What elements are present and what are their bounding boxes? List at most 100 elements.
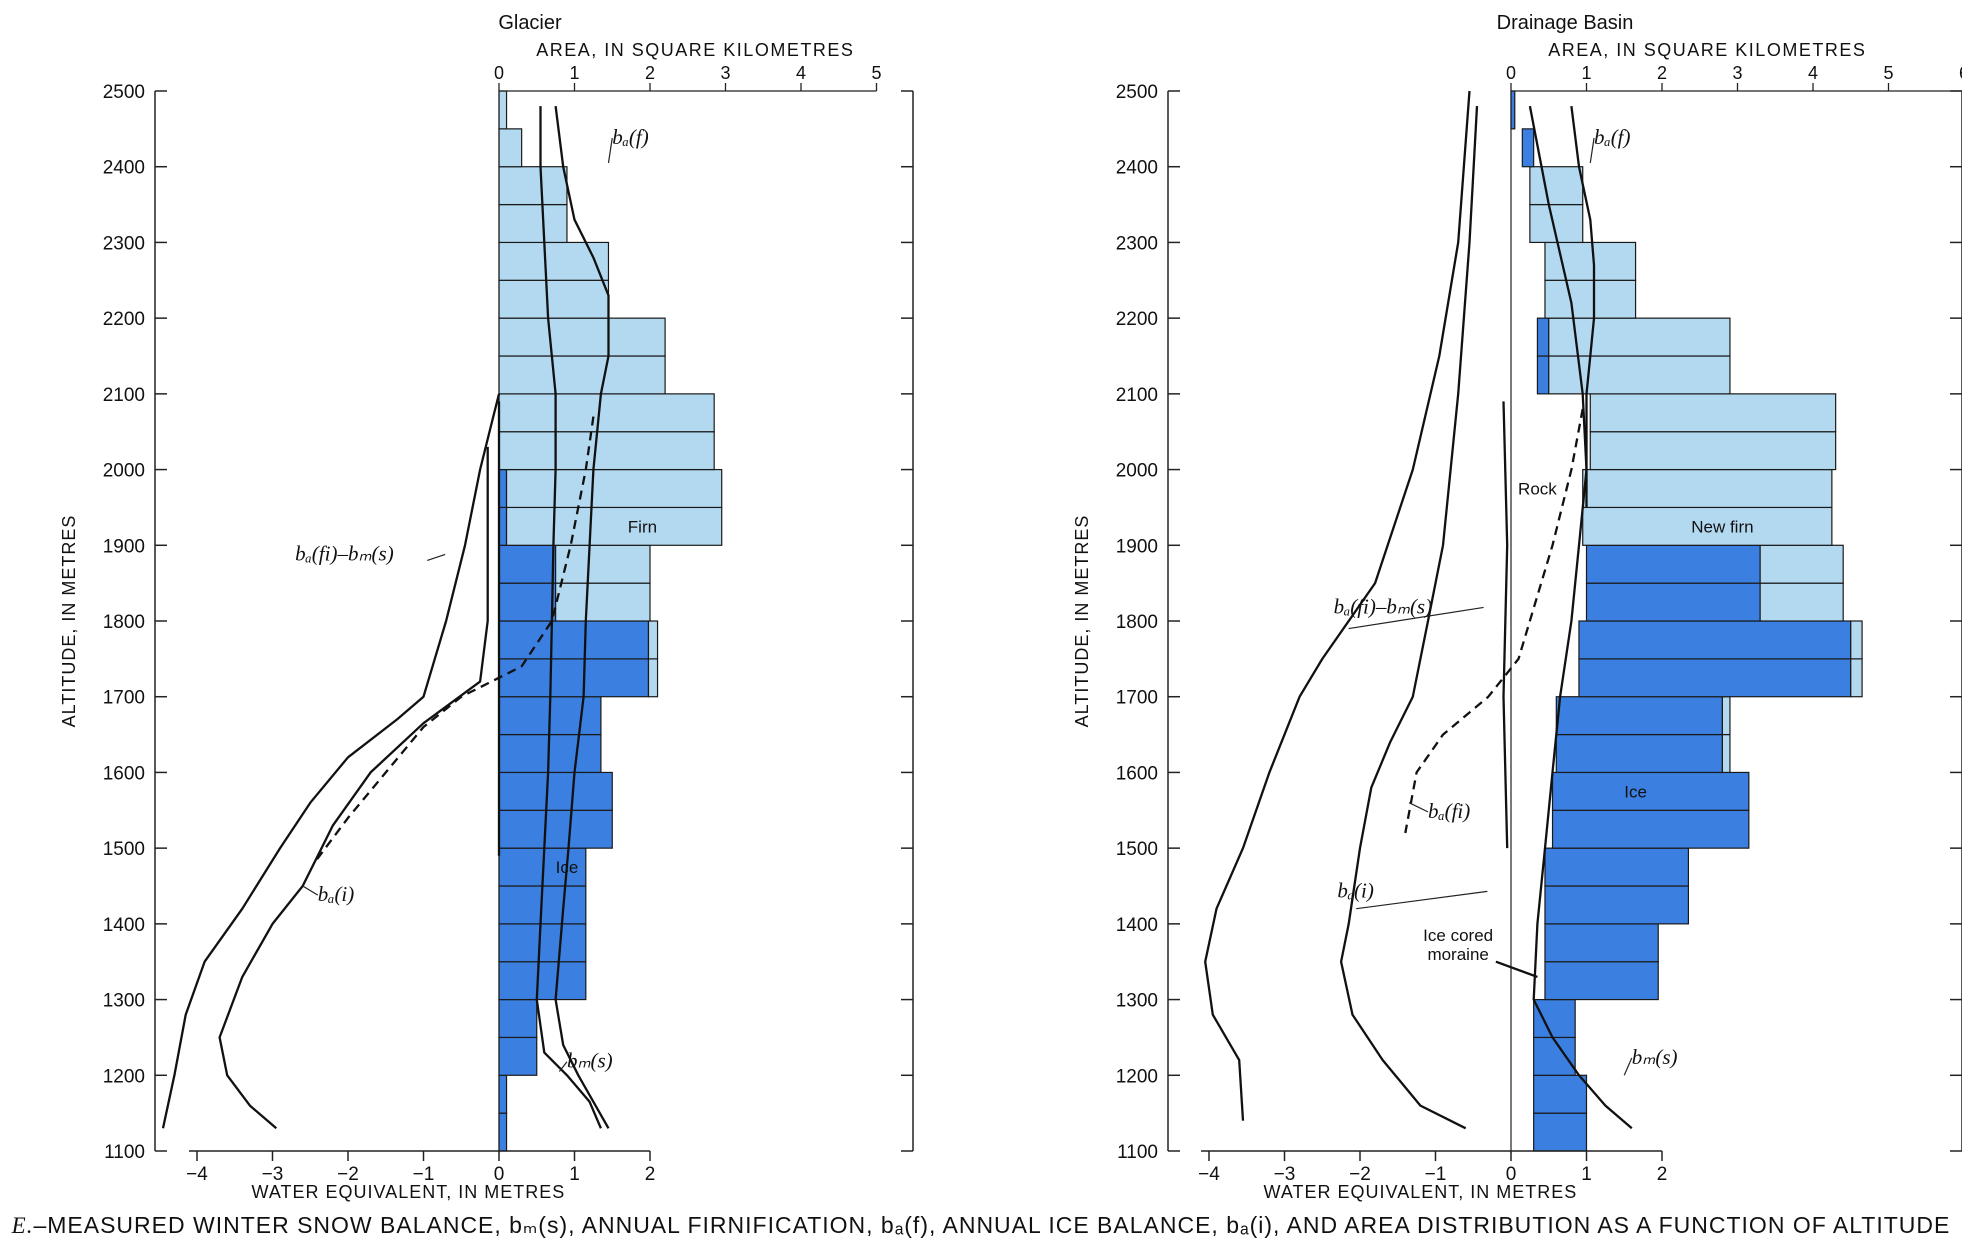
altitude-tick-label: 2200 bbox=[1116, 309, 1158, 330]
firn-area-bar bbox=[498, 279, 610, 319]
ice-area-bar bbox=[1533, 998, 1576, 1039]
area-tick-label: 4 bbox=[1808, 63, 1818, 83]
area-tick-label: 1 bbox=[569, 63, 579, 83]
series-label: bₐ(f) bbox=[1594, 125, 1630, 149]
water-equivalent-tick-label: −2 bbox=[337, 1164, 359, 1185]
firn-area-bar bbox=[498, 393, 715, 433]
firn-area-bar bbox=[505, 468, 723, 509]
series-label-leader bbox=[1589, 137, 1595, 164]
water-equivalent-tick-label: 1 bbox=[1581, 1164, 1592, 1185]
altitude-tick-label: 1500 bbox=[103, 839, 145, 860]
ice-area-bar bbox=[498, 923, 587, 963]
area-tick-label: 2 bbox=[1657, 63, 1667, 83]
series-label-leader bbox=[607, 137, 613, 164]
water-equivalent-tick-label: 0 bbox=[1506, 1164, 1517, 1185]
firn-area-bar bbox=[498, 317, 666, 357]
water-equivalent-tick-label: −2 bbox=[1349, 1164, 1371, 1185]
ice-area-bar bbox=[498, 961, 587, 1001]
altitude-tick-label: 1600 bbox=[103, 763, 145, 784]
altitude-tick-label: 1400 bbox=[103, 915, 145, 936]
series-label-leader bbox=[427, 553, 446, 561]
firn-area-bar bbox=[1529, 203, 1584, 244]
series-label: bₘ(s) bbox=[1632, 1045, 1678, 1069]
area-tick-label: 3 bbox=[1732, 63, 1742, 83]
ice-area-bar bbox=[1533, 1036, 1576, 1076]
firn-area-bar bbox=[505, 506, 723, 546]
firn-area-bar bbox=[555, 544, 651, 584]
panel-title: Glacier bbox=[498, 12, 562, 34]
panel-title: Drainage Basin bbox=[1497, 12, 1634, 34]
altitude-tick-label: 1400 bbox=[1116, 915, 1158, 936]
series-line bbox=[1570, 105, 1596, 508]
altitude-tick-label: 1100 bbox=[1117, 1142, 1158, 1163]
region-label-firn: Firn bbox=[628, 517, 657, 536]
series-label-leader bbox=[1623, 1057, 1633, 1076]
series-line bbox=[535, 106, 602, 1129]
ice-area-bar bbox=[1544, 961, 1659, 1001]
altitude-tick-label: 1900 bbox=[1116, 536, 1158, 557]
area-tick-label: 5 bbox=[871, 63, 881, 83]
altitude-tick-label: 1800 bbox=[1116, 612, 1158, 633]
altitude-tick-label: 2200 bbox=[103, 309, 145, 330]
y-axis-label: ALTITUDE, IN METRES bbox=[59, 515, 79, 728]
ice-area-bar bbox=[1536, 355, 1550, 395]
region-label-ice: Ice bbox=[1624, 782, 1647, 801]
series-label-leader bbox=[1408, 802, 1429, 813]
ice-area-bar bbox=[1544, 923, 1659, 963]
firn-area-bar bbox=[1850, 658, 1863, 698]
altitude-tick-label: 2400 bbox=[1116, 158, 1158, 179]
series-line bbox=[1339, 106, 1479, 1130]
area-tick-label: 4 bbox=[796, 63, 806, 83]
altitude-tick-label: 2500 bbox=[103, 82, 145, 103]
ice-area-bar bbox=[498, 582, 557, 622]
firn-area-bar bbox=[498, 431, 715, 471]
ice-area-bar bbox=[498, 544, 557, 584]
series-label: bₐ(fi)–bₘ(s) bbox=[1334, 594, 1433, 618]
water-equivalent-tick-label: −3 bbox=[262, 1164, 284, 1185]
water-equivalent-tick-label: 0 bbox=[494, 1164, 505, 1185]
series-line bbox=[1502, 401, 1509, 849]
y-axis-label: ALTITUDE, IN METRES bbox=[1072, 515, 1092, 728]
altitude-tick-label: 2000 bbox=[1116, 461, 1158, 482]
firn-area-bar bbox=[647, 620, 659, 660]
water-equivalent-tick-label: −1 bbox=[1425, 1164, 1447, 1185]
drainage-basin-panel: 1100120013001400150016001700180019002000… bbox=[1072, 12, 1962, 1202]
altitude-tick-label: 1600 bbox=[1116, 763, 1158, 784]
series-line bbox=[161, 393, 501, 1129]
series-line bbox=[1204, 90, 1471, 1121]
region-label-ice: Ice bbox=[556, 858, 579, 877]
figure-caption: E.–MEASURED WINTER SNOW BALANCE, bₘ(s), … bbox=[0, 1212, 1962, 1239]
ice-area-bar bbox=[1521, 128, 1535, 168]
series-line bbox=[218, 446, 489, 1130]
firn-area-bar bbox=[1548, 317, 1731, 357]
firn-area-bar bbox=[1548, 355, 1731, 395]
altitude-tick-label: 1800 bbox=[103, 612, 145, 633]
altitude-tick-label: 1200 bbox=[1116, 1066, 1158, 1087]
firn-area-bar bbox=[1582, 468, 1833, 509]
caption-letter: E. bbox=[11, 1213, 34, 1238]
firn-area-bar bbox=[1721, 733, 1731, 774]
area-tick-label: 0 bbox=[1506, 63, 1516, 83]
series-label-leader bbox=[558, 1061, 568, 1072]
series-label: bₐ(fi) bbox=[1428, 799, 1470, 823]
firn-area-bar bbox=[1589, 431, 1837, 471]
water-equivalent-tick-label: −1 bbox=[413, 1164, 435, 1185]
ice-area-bar bbox=[1551, 809, 1750, 849]
region-label-firn: New firn bbox=[1691, 517, 1753, 536]
region-label-rock: Ice cored bbox=[1423, 926, 1493, 945]
altitude-tick-label: 1300 bbox=[1116, 991, 1158, 1012]
ice-area-bar bbox=[498, 809, 613, 849]
region-label-rock: Rock bbox=[1518, 480, 1557, 499]
ice-area-bar bbox=[1555, 696, 1724, 736]
altitude-tick-label: 2300 bbox=[103, 233, 145, 254]
region-label-rock: moraine bbox=[1427, 945, 1488, 964]
x-axis-label: WATER EQUIVALENT, IN METRES bbox=[1264, 1182, 1578, 1202]
water-equivalent-tick-label: −4 bbox=[1198, 1164, 1220, 1185]
series-line bbox=[313, 416, 595, 864]
ice-area-bar bbox=[498, 658, 650, 698]
firn-area-bar bbox=[1759, 582, 1844, 622]
water-equivalent-tick-label: −3 bbox=[1274, 1164, 1296, 1185]
firn-area-bar bbox=[498, 128, 523, 168]
caption-text: –MEASURED WINTER SNOW BALANCE, bₘ(s), AN… bbox=[33, 1212, 1951, 1238]
ice-area-bar bbox=[498, 620, 650, 660]
